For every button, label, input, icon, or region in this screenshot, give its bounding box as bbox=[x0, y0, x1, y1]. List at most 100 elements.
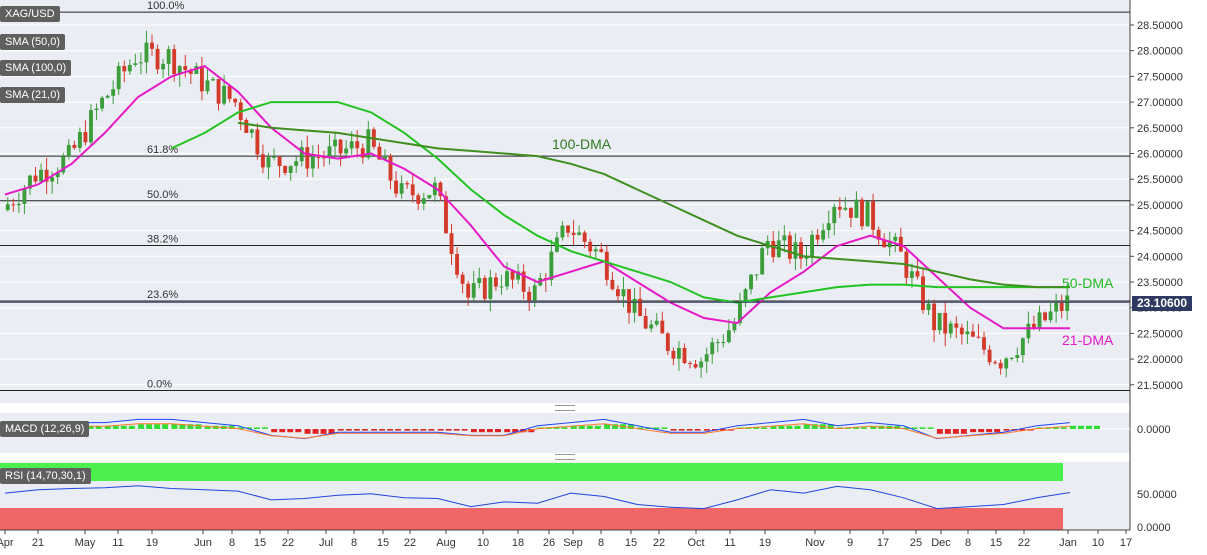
candle-body bbox=[421, 198, 426, 204]
candle-body bbox=[815, 234, 820, 240]
candle-body bbox=[283, 166, 288, 174]
candle-body bbox=[100, 97, 105, 109]
last-price-badge: 23.10600 bbox=[1132, 296, 1192, 311]
candle-body bbox=[488, 277, 493, 299]
macd-histogram-bar bbox=[470, 429, 477, 433]
candle-body bbox=[28, 175, 32, 189]
candle-body bbox=[604, 251, 609, 280]
macd-histogram-bar bbox=[361, 429, 368, 431]
macd-histogram-bar bbox=[271, 429, 278, 433]
sma100-legend[interactable]: SMA (100,0) bbox=[0, 60, 72, 76]
panel-resize-handle[interactable] bbox=[555, 405, 575, 411]
macd-histogram-bar bbox=[1060, 427, 1067, 429]
candle-body bbox=[161, 63, 166, 70]
macd-histogram-bar bbox=[761, 427, 768, 429]
candle-body bbox=[233, 98, 238, 103]
candle-body bbox=[427, 195, 432, 199]
candle-body bbox=[571, 232, 576, 235]
candle-body bbox=[172, 49, 177, 75]
x-tick-label: 22 bbox=[404, 537, 416, 549]
candle-body bbox=[460, 274, 465, 284]
macd-histogram-bar bbox=[312, 429, 319, 434]
macd-histogram-bar bbox=[154, 424, 161, 429]
price-tick-label: 22.50000 bbox=[1137, 328, 1183, 340]
candle-body bbox=[1048, 311, 1053, 321]
candle-body bbox=[621, 289, 626, 297]
symbol-legend[interactable]: XAG/USD bbox=[0, 6, 60, 22]
macd-histogram-bar bbox=[345, 429, 352, 431]
x-tick-label: 10 bbox=[477, 537, 489, 549]
macd-histogram-bar bbox=[179, 424, 186, 429]
candle-body bbox=[355, 141, 360, 149]
candle-body bbox=[599, 249, 604, 252]
macd-histogram-bar bbox=[245, 427, 252, 429]
macd-histogram-bar bbox=[138, 424, 145, 429]
candle-body bbox=[272, 156, 276, 158]
rsi-legend[interactable]: RSI (14,70,30,1) bbox=[0, 468, 91, 484]
candle-body bbox=[993, 362, 998, 364]
macd-histogram-bar bbox=[1019, 429, 1026, 431]
candle-body bbox=[837, 206, 842, 210]
candle-body bbox=[5, 204, 10, 211]
candle-body bbox=[72, 144, 77, 148]
price-panel[interactable] bbox=[0, 0, 1130, 403]
candle-body bbox=[466, 283, 471, 298]
candle-body bbox=[732, 323, 737, 331]
macd-histogram-bar bbox=[437, 429, 444, 431]
fib-label: 0.0% bbox=[147, 378, 172, 390]
macd-histogram-bar bbox=[371, 429, 378, 431]
candle-body bbox=[50, 177, 55, 182]
macd-histogram-bar bbox=[911, 427, 918, 429]
candle-body bbox=[288, 165, 293, 174]
candle-body bbox=[726, 330, 731, 343]
candle-body bbox=[826, 223, 831, 231]
candle-body bbox=[39, 169, 43, 182]
macd-legend[interactable]: MACD (12,26,9) bbox=[0, 421, 90, 437]
rsi-tick-label: 50.0000 bbox=[1137, 489, 1177, 501]
x-tick-label: 17 bbox=[877, 537, 889, 549]
candle-body bbox=[260, 154, 265, 168]
candle-body bbox=[943, 312, 948, 334]
candle-body bbox=[310, 156, 315, 169]
macd-histogram-bar bbox=[778, 425, 785, 429]
candle-body bbox=[843, 207, 848, 210]
candle-body bbox=[416, 195, 421, 204]
sma21-legend[interactable]: SMA (21,0) bbox=[0, 87, 66, 103]
candle-body bbox=[1009, 357, 1014, 359]
candle-body bbox=[111, 89, 116, 96]
macd-histogram-bar bbox=[952, 429, 959, 434]
panel-resize-handle[interactable] bbox=[555, 454, 575, 460]
candle-body bbox=[405, 183, 410, 185]
fib-label: 50.0% bbox=[147, 189, 178, 201]
macd-histogram-bar bbox=[187, 424, 194, 429]
candle-body bbox=[532, 285, 537, 301]
sma50-legend[interactable]: SMA (50,0) bbox=[0, 34, 66, 50]
candle-body bbox=[410, 184, 415, 196]
candle-body bbox=[521, 271, 526, 292]
candle-body bbox=[771, 240, 776, 258]
candle-body bbox=[654, 320, 659, 325]
x-tick-label: 22 bbox=[1018, 537, 1030, 549]
macd-histogram-bar bbox=[561, 427, 568, 429]
macd-histogram-bar bbox=[628, 424, 635, 429]
x-tick-label: 8 bbox=[965, 537, 971, 549]
candle-body bbox=[183, 66, 188, 70]
candle-body bbox=[893, 236, 898, 241]
macd-histogram-bar bbox=[87, 425, 94, 429]
candle-body bbox=[871, 201, 876, 230]
macd-histogram-bar bbox=[827, 424, 834, 429]
candle-body bbox=[388, 155, 393, 181]
candle-body bbox=[754, 274, 759, 276]
candle-body bbox=[105, 95, 110, 98]
x-tick-label: 10 bbox=[1092, 537, 1104, 549]
candle-body bbox=[61, 156, 66, 173]
macd-histogram-bar bbox=[353, 429, 360, 431]
macd-histogram-bar bbox=[586, 425, 593, 429]
macd-histogram-bar bbox=[195, 424, 202, 429]
candle-body bbox=[810, 234, 815, 257]
candle-body bbox=[471, 283, 476, 298]
candle-body bbox=[299, 147, 304, 162]
macd-histogram-bar bbox=[162, 424, 169, 429]
candle-body bbox=[449, 233, 454, 254]
x-tick-label: May bbox=[75, 537, 96, 549]
